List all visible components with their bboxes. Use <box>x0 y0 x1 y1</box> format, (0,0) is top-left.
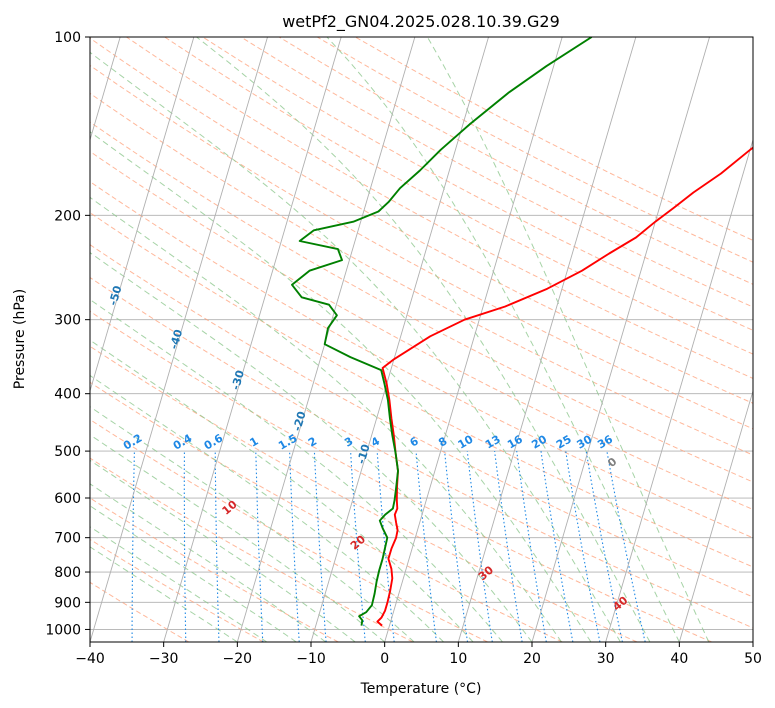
moist-adiabats <box>90 37 710 642</box>
x-tick-label: −40 <box>75 651 105 667</box>
mixing-ratio-lines <box>131 451 646 642</box>
moist-adiabat-line <box>90 483 327 642</box>
x-tick-label: −20 <box>223 651 253 667</box>
isotherm-line <box>90 37 268 642</box>
y-tick-label: 700 <box>54 531 81 547</box>
moist-adiabat-line <box>90 299 503 642</box>
moist-adiabat-line <box>90 459 356 642</box>
x-tick-label: 10 <box>449 651 467 667</box>
x-tick-label: 0 <box>380 651 389 667</box>
isotherm-line <box>457 37 637 642</box>
x-tick-label: −10 <box>296 651 326 667</box>
isotherm-line <box>310 37 489 642</box>
dry-adiabat-line <box>202 37 753 331</box>
isotherm-label: -20 <box>291 410 309 433</box>
moist-adiabat-line <box>90 406 415 642</box>
isotherm-line <box>90 37 195 393</box>
dry-adiabat-line <box>90 64 753 430</box>
dry-adiabat-line <box>90 457 414 642</box>
mixing-ratio-line <box>415 451 437 642</box>
dry-adiabat-line <box>90 244 753 598</box>
dry-adiabat-line <box>90 276 753 629</box>
dry-adiabat-line <box>90 345 638 642</box>
isotherm-label: -30 <box>229 368 247 391</box>
dry-adiabat-line <box>90 497 339 642</box>
y-tick-label: 500 <box>54 444 81 460</box>
x-tick-label: 30 <box>597 651 615 667</box>
moist-adiabat-line <box>426 37 710 642</box>
moist-adiabat-line <box>196 37 651 642</box>
dry-adiabat-line <box>90 181 753 539</box>
x-tick-label: 20 <box>523 651 541 667</box>
axis-ticks: −40 −30 −20 −10 0 10 20 30 40 50 100 200 300 400 500 60… <box>45 30 762 667</box>
y-axis-label: Pressure (hPa) <box>12 289 28 389</box>
dry-adiabat-line <box>240 37 753 308</box>
moist-adiabat-line <box>90 374 444 642</box>
dry-adiabat-line <box>90 581 190 642</box>
y-tick-label: 1000 <box>45 622 81 638</box>
dry-adiabat-line <box>90 381 563 642</box>
isotherm-line <box>531 37 710 642</box>
mixing-ratio-line <box>444 451 469 642</box>
mixing-ratio-line <box>466 451 493 642</box>
x-tick-label: −30 <box>149 651 179 667</box>
isotherm-line <box>678 389 753 642</box>
mixing-ratio-line <box>585 451 623 642</box>
chart-title: wetPf2_GN04.2025.028.10.39.G29 <box>282 12 560 32</box>
y-tick-label: 900 <box>54 595 81 611</box>
moist-adiabat-line <box>90 51 621 642</box>
mixing-ratio-line <box>376 451 395 642</box>
mixing-ratio-line <box>516 451 547 642</box>
y-tick-label: 200 <box>54 208 81 224</box>
x-axis-label: Temperature (°C) <box>360 681 482 697</box>
plot-frame <box>89 36 754 643</box>
profile-lines <box>291 37 753 627</box>
dry-adiabat-line <box>90 92 753 456</box>
moist-adiabat-line <box>90 196 562 642</box>
isotherm-line <box>605 138 753 642</box>
y-tick-label: 100 <box>54 30 81 46</box>
isotherm-label: -10 <box>355 442 373 465</box>
moist-adiabat-line <box>90 505 297 642</box>
y-tick-label: 800 <box>54 565 81 581</box>
moist-adiabat-line <box>90 131 592 642</box>
mixing-ratio-line <box>350 451 366 642</box>
isotherm-line <box>384 37 563 642</box>
y-tick-label: 600 <box>54 491 81 507</box>
dry-adiabat-line <box>278 37 753 285</box>
isotherm-label: -50 <box>106 284 124 307</box>
y-tick-label: 400 <box>54 387 81 403</box>
mixing-ratio-line <box>494 451 523 642</box>
isotherm-line <box>90 37 121 142</box>
plot-area <box>90 37 753 642</box>
dry-adiabat-line <box>90 121 753 483</box>
isotherm-label: -40 <box>167 328 185 351</box>
x-tick-label: 40 <box>670 651 688 667</box>
moist-adiabat-line <box>90 339 474 642</box>
isotherm-line <box>163 37 342 642</box>
temperature-profile-line <box>376 146 753 627</box>
x-tick-label: 50 <box>744 651 762 667</box>
y-tick-label: 300 <box>54 313 81 329</box>
moist-adiabat-line <box>326 37 680 642</box>
mixing-ratio-line <box>606 451 646 642</box>
dewpoint-profile-line <box>291 37 593 626</box>
mixing-ratio-line <box>565 451 601 642</box>
